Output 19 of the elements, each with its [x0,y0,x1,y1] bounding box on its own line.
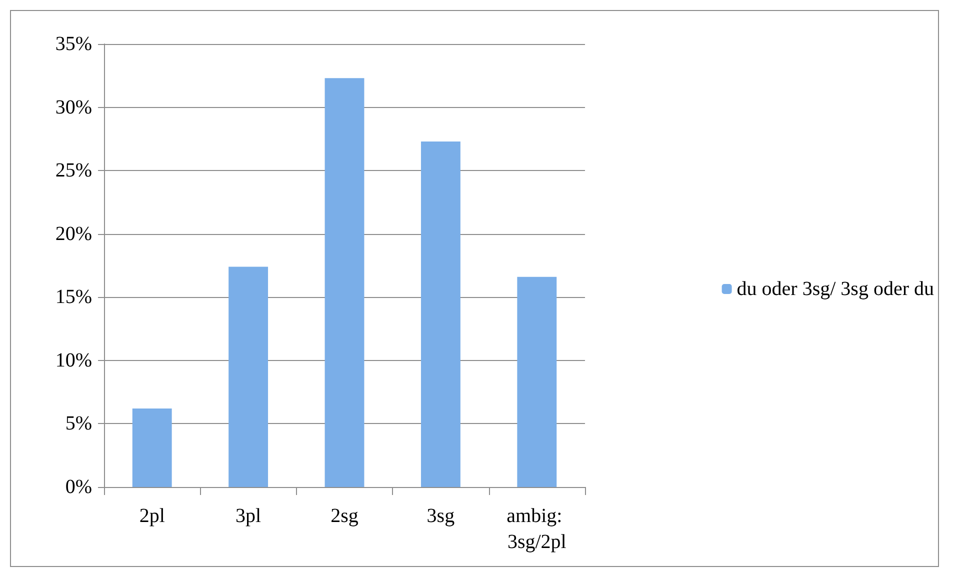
y-tick-label: 15% [55,286,92,308]
y-tick-label: 0% [65,476,92,498]
bar [324,78,364,487]
y-tick-label: 30% [55,96,92,118]
bar [420,141,460,487]
bar [132,408,172,487]
x-tick-label: 3pl [236,505,262,527]
x-tick-label: ambig: 3sg/2pl [506,505,568,553]
bar [228,266,268,487]
y-tick-label: 5% [65,412,92,435]
legend-label: du oder 3sg/ 3sg oder du [736,278,934,300]
y-tick-label: 10% [55,349,92,372]
x-tick-label: 3sg [426,505,455,527]
x-tick-label: 2pl [139,505,166,527]
y-tick-label: 20% [55,222,92,245]
x-tick-label: 2sg [330,505,358,527]
bar [517,276,557,487]
y-tick-label: 35% [55,33,92,55]
y-tick-label: 25% [55,160,92,182]
